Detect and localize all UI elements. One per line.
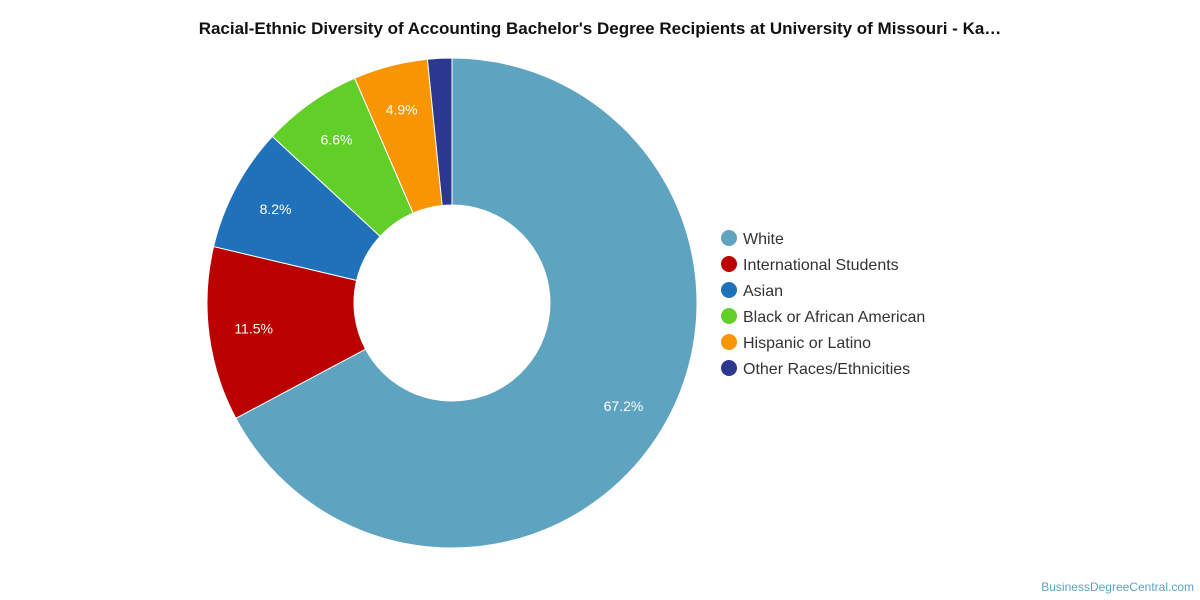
- legend-item-international-students[interactable]: International Students: [721, 256, 899, 274]
- legend-item-asian[interactable]: Asian: [721, 282, 783, 300]
- slice-label-hispanic-or-latino: 4.9%: [386, 101, 418, 117]
- legend: White International Students Asian Black or…: [721, 230, 925, 378]
- legend-item-white[interactable]: White: [721, 230, 784, 248]
- slice-labels: 67.2% 11.5% 8.2% 6.6% 4.9%: [234, 101, 643, 413]
- legend-marker: [721, 334, 737, 350]
- watermark: BusinessDegreeCentral.com: [1041, 580, 1194, 594]
- legend-label: White: [743, 231, 784, 248]
- legend-marker: [721, 360, 737, 376]
- legend-label: Asian: [743, 283, 783, 300]
- legend-marker: [721, 256, 737, 272]
- legend-marker: [721, 308, 737, 324]
- slice-international-students: [206, 245, 367, 419]
- legend-marker: [721, 282, 737, 298]
- legend-label: Black or African American: [743, 309, 925, 326]
- legend-label: Hispanic or Latino: [743, 335, 871, 352]
- slice-label-asian: 8.2%: [260, 201, 292, 217]
- donut-slices: [206, 57, 698, 549]
- legend-item-other-races-ethnicities[interactable]: Other Races/Ethnicities: [721, 360, 910, 378]
- slice-label-black-or-african-american: 6.6%: [321, 132, 353, 148]
- slice-other-races-ethnicities: [426, 57, 453, 207]
- legend-item-black-or-african-american[interactable]: Black or African American: [721, 308, 925, 326]
- legend-item-hispanic-or-latino[interactable]: Hispanic or Latino: [721, 334, 871, 352]
- legend-label: International Students: [743, 257, 899, 274]
- chart-title: Racial-Ethnic Diversity of Accounting Ba…: [199, 19, 1002, 38]
- slice-label-white: 67.2%: [604, 398, 644, 414]
- legend-marker: [721, 230, 737, 246]
- slice-white: [235, 57, 698, 549]
- legend-label: Other Races/Ethnicities: [743, 361, 910, 378]
- slice-label-international-students: 11.5%: [234, 321, 273, 337]
